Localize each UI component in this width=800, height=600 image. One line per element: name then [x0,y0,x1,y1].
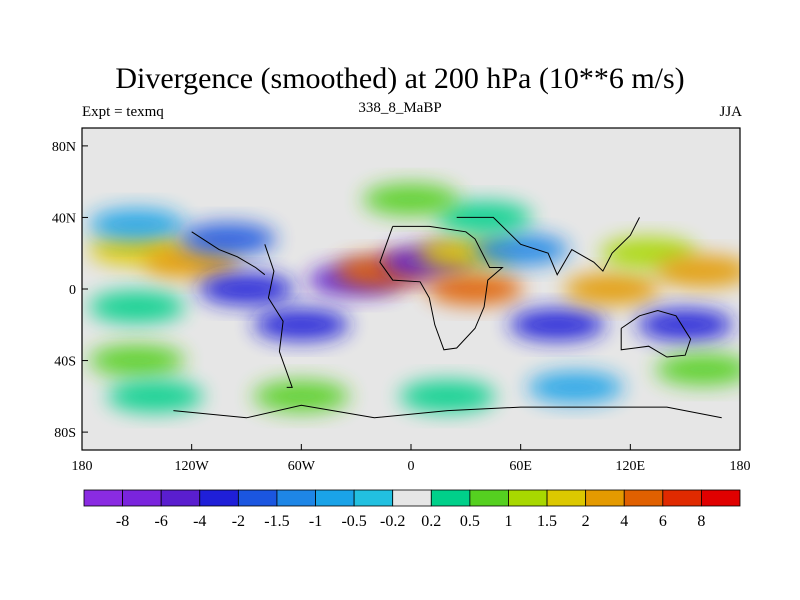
field-blob-7 [253,308,350,341]
field-blob-5 [180,222,277,255]
colorbar-swatch [430,489,471,507]
field-blob-22 [527,371,624,404]
colorbar-swatch [83,489,123,507]
colorbar-label: 6 [659,513,667,530]
colorbar-label: -8 [116,513,129,530]
colorbar-swatch [701,489,741,507]
field-blob-24 [107,380,204,413]
field-blob-20 [363,183,459,216]
field-blob-14 [509,308,606,341]
field-blob-17 [637,308,734,341]
field-blob-25 [655,353,740,386]
field-blob-3 [88,344,185,377]
colorbar-label: -0.2 [380,513,405,530]
field-blob-13 [472,233,569,266]
colorbar-label: 8 [697,513,705,530]
coastline-layer [173,216,722,419]
season-label: JJA [719,104,742,120]
colorbar-label: 0.5 [460,513,480,530]
colorbar-label: -1.5 [264,513,289,530]
colorbar-swatch [585,489,625,507]
coastline-3 [456,216,640,276]
colorbar-swatch [662,489,702,507]
coastline-4 [620,309,692,358]
colorbar-swatch [353,489,394,507]
colorbar-label: 1 [504,513,512,530]
x-tick-label: 120W [175,459,210,474]
y-axis: 80N 40N 0 40S 80S [52,140,88,441]
colorbar-swatch [392,489,432,507]
colorbar-label: -1 [309,513,322,530]
coastline-1 [191,231,266,276]
field-blob-1 [88,208,185,241]
colorbar-swatch [315,489,355,507]
chart-subtitle: 338_8_MaBP [358,100,442,116]
colorbar-label: 0.2 [421,513,441,530]
y-tick-label: 40S [54,355,76,370]
colorbar: -8 -6 -4 -2 -1.5 -1 -0.5 -0.2 0.2 0.5 1 1.5 2 4 6 8 [83,489,741,530]
colorbar-swatch [237,489,278,507]
chart-title: Divergence (smoothed) at 200 hPa (10**6 … [115,62,685,95]
colorbar-label: 2 [582,513,590,530]
colorbar-swatch [160,489,201,507]
x-tick-label: 120E [616,459,646,474]
field-blob-21 [399,380,496,413]
colorbar-swatch [546,489,587,507]
field-blob-11 [426,273,523,305]
field-blob-18 [655,255,740,288]
colorbar-swatch [199,489,239,507]
colorbar-label: 1.5 [537,513,557,530]
field-layer [88,183,740,413]
experiment-label: Expt = texmq [82,104,164,120]
x-axis: 180 120W 60W 0 60E 120E 180 [72,444,751,474]
x-tick-label: 60W [288,459,316,474]
field-blob-23 [253,380,350,413]
colorbar-label: -4 [193,513,206,530]
y-tick-label: 80S [54,426,76,441]
colorbar-swatch [469,489,509,507]
x-tick-label: 0 [408,459,415,474]
coastline-0 [264,244,293,388]
x-tick-label: 60E [509,459,532,474]
colorbar-label: -0.5 [341,513,366,530]
y-tick-label: 40N [52,211,76,226]
colorbar-label: 4 [620,513,628,530]
colorbar-label: -6 [155,513,168,530]
colorbar-swatch [508,489,548,507]
y-tick-label: 0 [69,283,76,298]
field-blob-15 [564,273,661,305]
field-blob-6 [198,273,295,305]
coastline-5 [173,404,722,419]
colorbar-swatch [623,489,664,507]
x-tick-label: 180 [730,459,751,474]
colorbar-swatch [276,489,316,507]
y-tick-label: 80N [52,140,76,155]
colorbar-swatch [122,489,162,507]
coastline-2 [379,225,504,351]
x-tick-label: 180 [72,459,93,474]
colorbar-label: -2 [232,513,245,530]
field-blob-2 [88,290,185,323]
